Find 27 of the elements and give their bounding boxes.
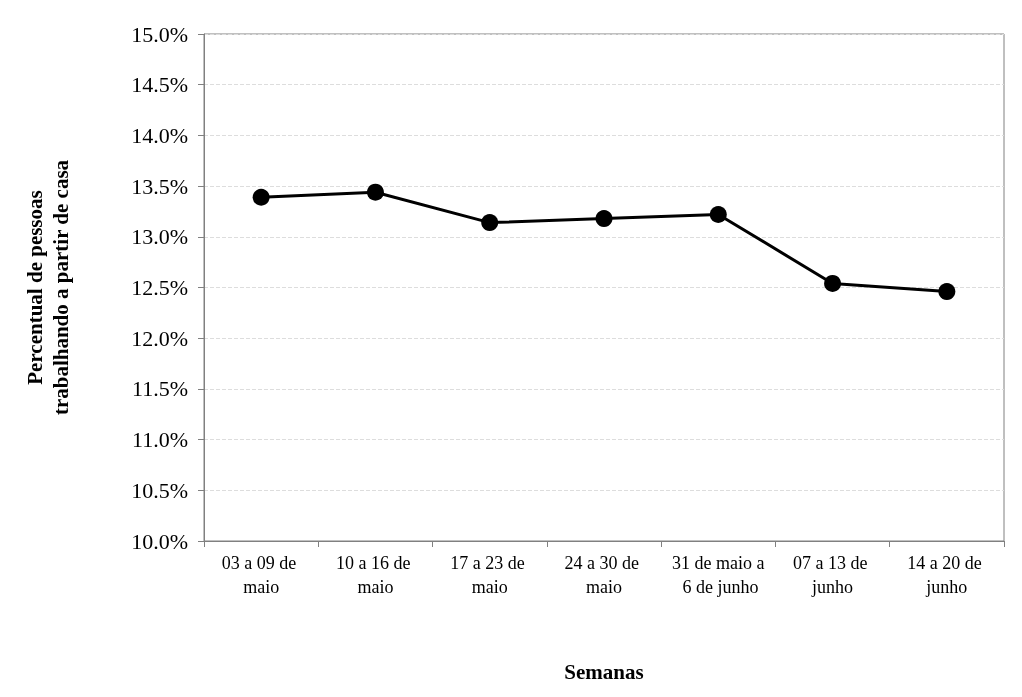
point	[709, 206, 727, 223]
point	[481, 214, 499, 232]
y-tick-label: 10.5%	[131, 477, 188, 503]
y-tick-label: 15.0%	[131, 21, 188, 47]
x-tick-label: 17 a 23 de maio	[450, 553, 530, 597]
y-tick-label: 11.5%	[131, 376, 188, 402]
y-tick-label: 14.0%	[131, 122, 188, 148]
x-tick-label: 07 a 13 de junho	[793, 553, 873, 597]
y-tick-label: 14.5%	[131, 72, 188, 98]
x-tick-label: 10 a 16 de maio	[335, 553, 415, 597]
point	[824, 274, 842, 292]
y-tick-label: 13.5%	[131, 173, 188, 199]
y-tick-label: 13.0%	[131, 224, 188, 250]
point	[595, 210, 613, 228]
x-tick-label: 14 a 20 de junho	[907, 553, 987, 597]
y-tick-label: 12.5%	[131, 275, 188, 300]
x-axis-title: Semanas	[564, 659, 644, 684]
point	[252, 188, 270, 206]
x-tick-label: 24 a 30 de maio	[564, 553, 644, 597]
y-axis-title: Percentual de pessoas trabalhando a partir de casa	[23, 159, 73, 416]
point	[938, 283, 956, 301]
y-tick-label: 10.0%	[131, 528, 188, 554]
y-tick-label: 11.0%	[131, 427, 188, 453]
x-tick-label: 03 a 09 de maio	[221, 553, 301, 597]
point	[366, 183, 384, 201]
x-tick-label: 31 de maio a 6 de junho	[672, 553, 765, 597]
y-tick-label: 12.0%	[131, 325, 188, 351]
